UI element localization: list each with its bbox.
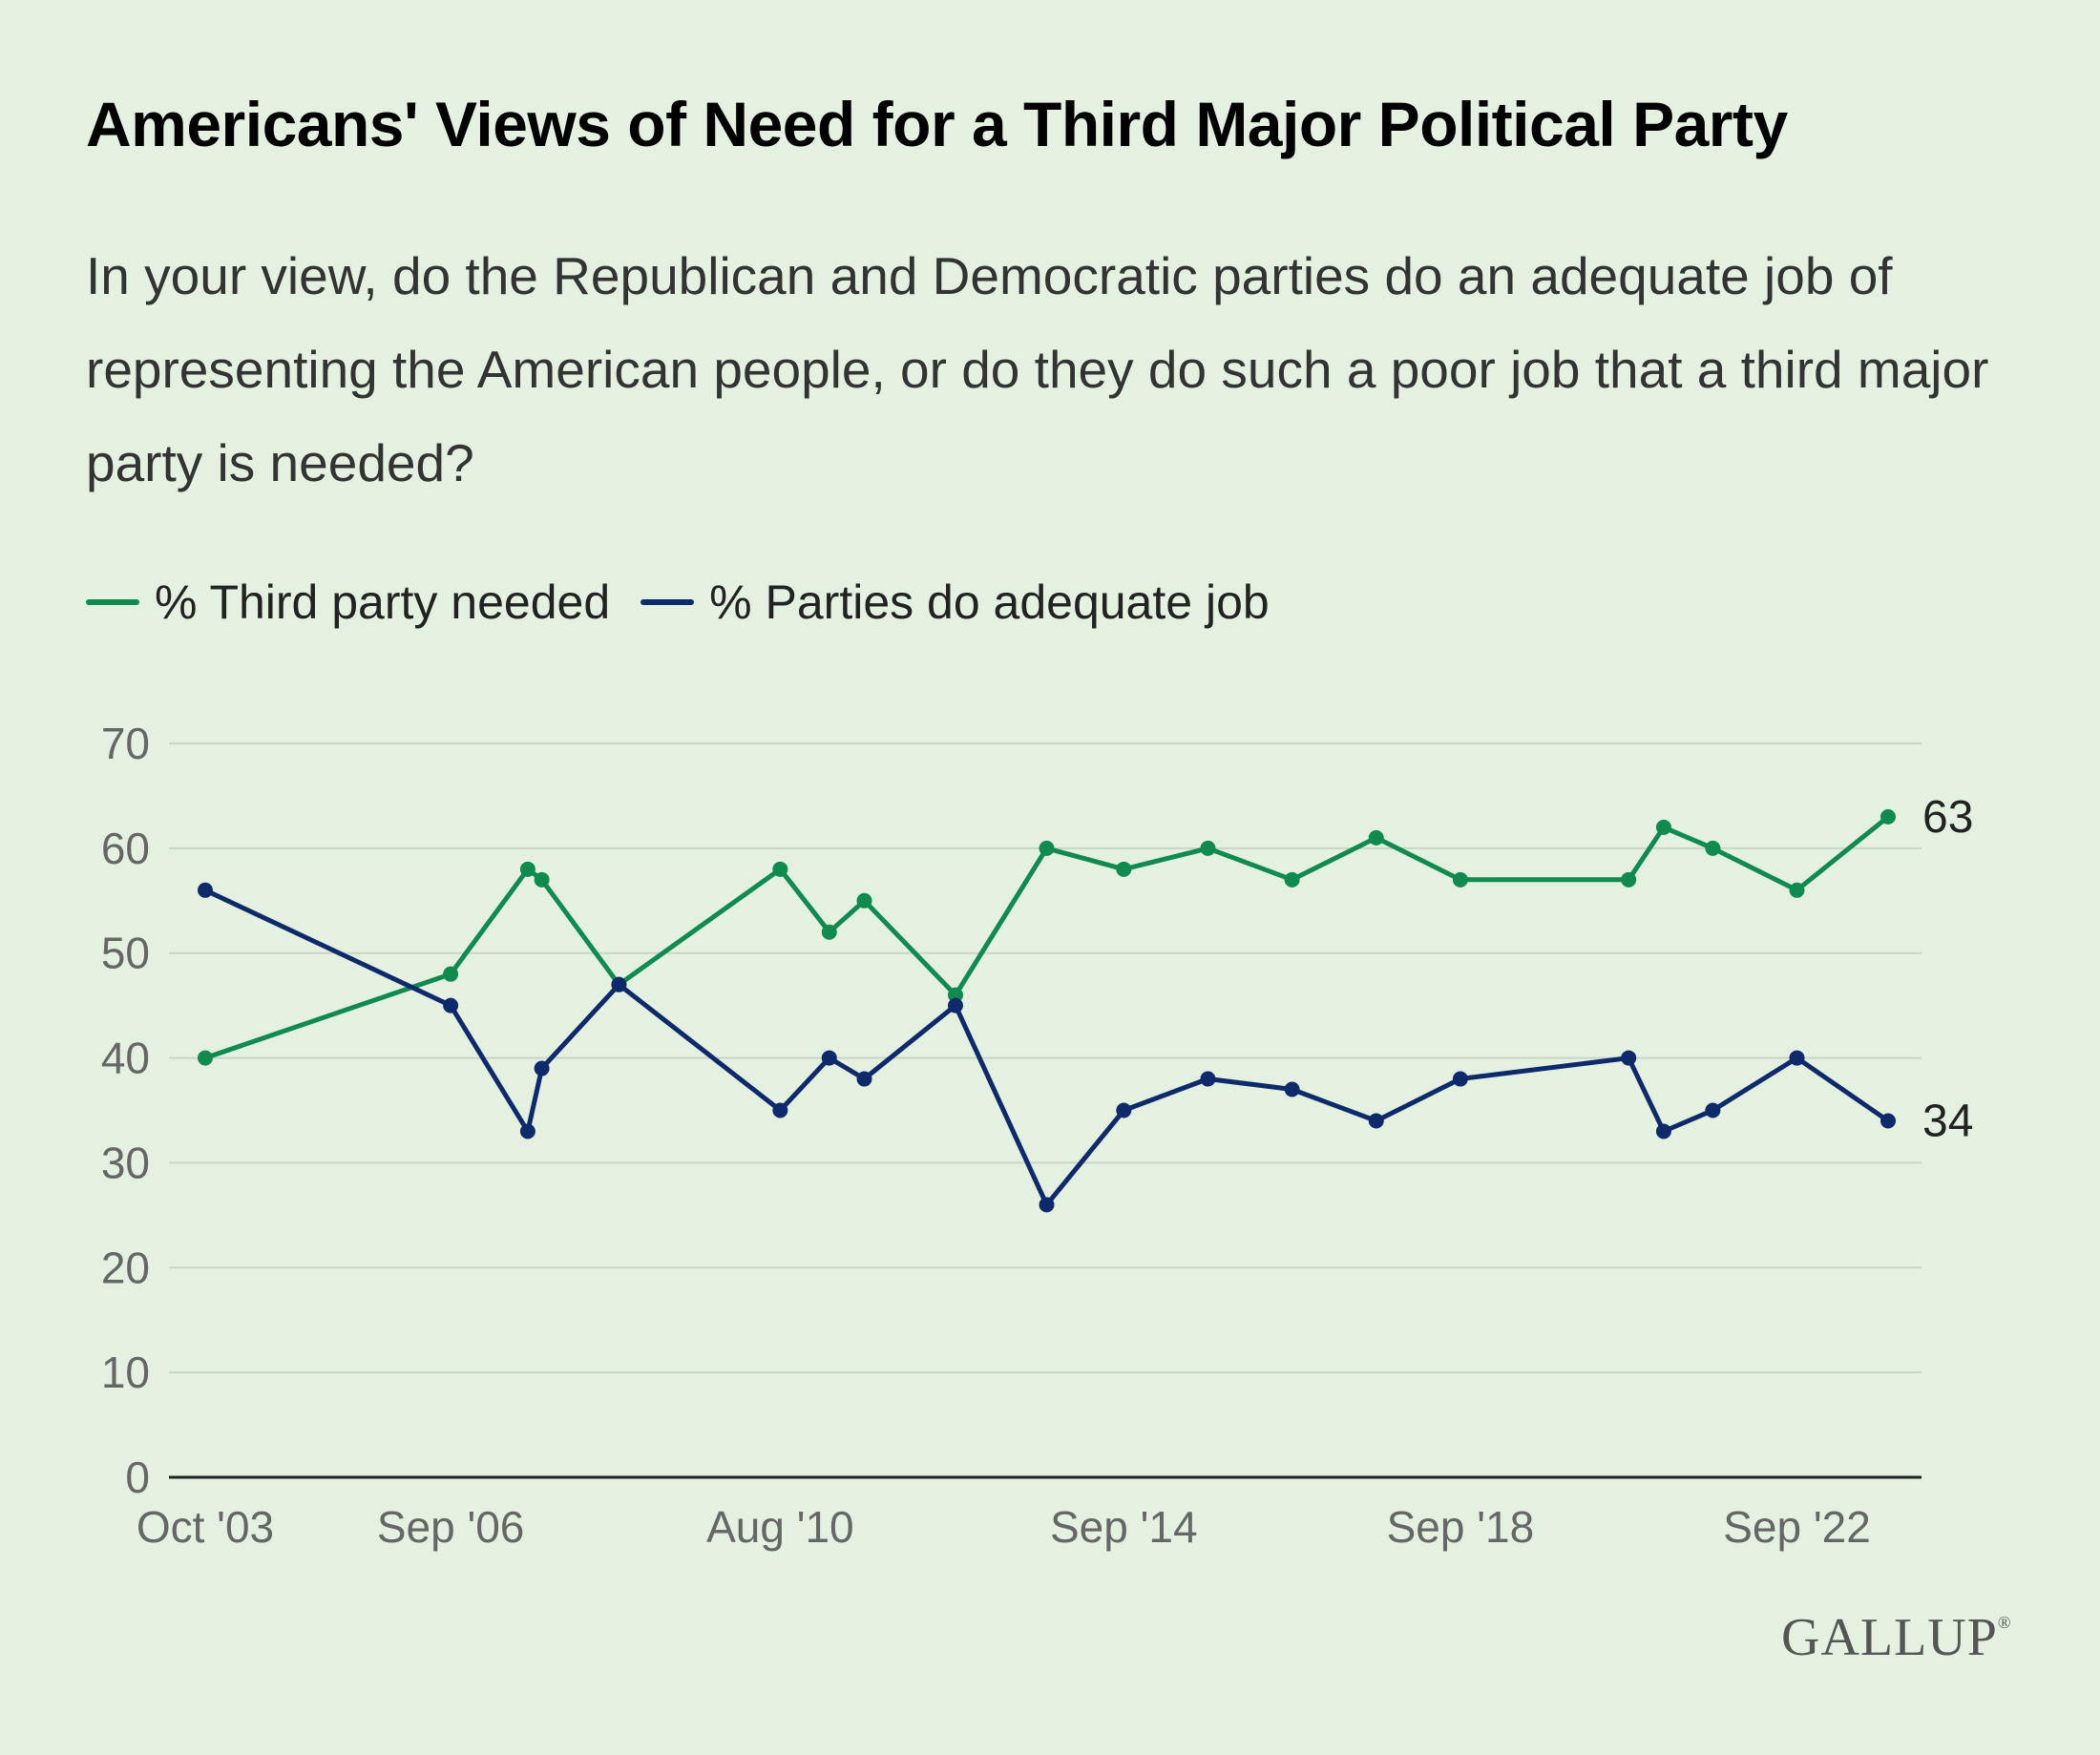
data-point-0-7 [856,892,872,909]
data-point-0-2 [519,861,536,877]
data-point-0-19 [1880,808,1896,825]
gallup-logo-mark: ® [1997,1613,2012,1632]
y-tick-label-20: 20 [101,1243,150,1292]
y-tick-label-30: 30 [101,1138,150,1187]
data-point-0-17 [1705,840,1721,856]
legend-item-third-party: % Third party needed [86,575,610,630]
gallup-logo: GALLUP® [1781,1607,2012,1668]
x-tick-label-3: Sep '14 [1050,1502,1198,1552]
x-tick-label-4: Sep '18 [1387,1502,1535,1552]
data-point-1-11 [1200,1071,1216,1087]
data-point-0-11 [1200,840,1216,856]
data-point-0-18 [1789,882,1805,898]
data-point-1-12 [1284,1081,1300,1097]
data-point-1-10 [1116,1102,1132,1118]
chart-title: Americans' Views of Need for a Third Maj… [86,89,1788,159]
y-tick-label-10: 10 [101,1348,150,1397]
chart-legend: % Third party needed % Parties do adequa… [86,575,1300,630]
data-point-1-5 [772,1102,788,1118]
data-point-1-15 [1621,1050,1637,1066]
x-tick-label-0: Oct '03 [136,1502,274,1552]
y-tick-label-40: 40 [101,1034,150,1083]
data-point-0-8 [948,987,964,1003]
data-point-0-1 [443,966,459,982]
data-point-1-6 [821,1050,837,1066]
data-point-1-1 [443,997,459,1013]
data-point-1-4 [611,976,627,992]
data-point-0-3 [534,871,550,888]
data-point-1-19 [1880,1113,1896,1129]
data-point-0-15 [1621,871,1637,888]
legend-label-third-party: % Third party needed [155,575,611,629]
data-point-1-3 [534,1060,550,1076]
data-point-1-0 [198,882,213,898]
legend-swatch-adequate-job [640,599,695,605]
data-point-1-17 [1705,1102,1721,1118]
y-tick-label-60: 60 [101,824,150,873]
data-point-0-6 [821,924,837,940]
data-point-0-16 [1655,819,1671,835]
chart-subtitle: In your view, do the Republican and Demo… [86,246,1989,492]
data-point-0-9 [1039,840,1055,856]
data-point-1-2 [519,1123,536,1139]
y-tick-label-50: 50 [101,929,150,978]
data-point-0-12 [1284,871,1300,888]
y-tick-label-70: 70 [101,719,150,768]
data-point-0-10 [1116,861,1132,877]
data-point-0-0 [198,1050,213,1066]
gallup-logo-text: GALLUP [1781,1608,1998,1667]
y-tick-label-0: 0 [125,1452,150,1502]
data-point-1-8 [948,997,964,1013]
data-point-0-5 [772,861,788,877]
end-label-1: 34 [1922,1096,1973,1146]
data-point-1-14 [1452,1071,1468,1087]
x-tick-label-1: Sep '06 [377,1502,525,1552]
data-point-0-13 [1368,829,1384,846]
data-point-1-7 [856,1071,872,1087]
legend-item-adequate-job: % Parties do adequate job [640,575,1270,630]
series-line-1 [202,888,1891,1207]
data-point-1-18 [1789,1050,1805,1066]
legend-label-adequate-job: % Parties do adequate job [709,575,1270,629]
data-point-1-9 [1039,1197,1055,1213]
x-tick-label-2: Aug '10 [706,1502,854,1552]
data-point-0-14 [1452,871,1468,888]
series-line-0 [202,814,1891,1061]
end-label-0: 63 [1922,792,1973,843]
data-point-1-16 [1655,1123,1671,1139]
legend-swatch-third-party [86,599,139,605]
x-tick-label-5: Sep '22 [1723,1502,1871,1552]
data-point-1-13 [1368,1113,1384,1129]
